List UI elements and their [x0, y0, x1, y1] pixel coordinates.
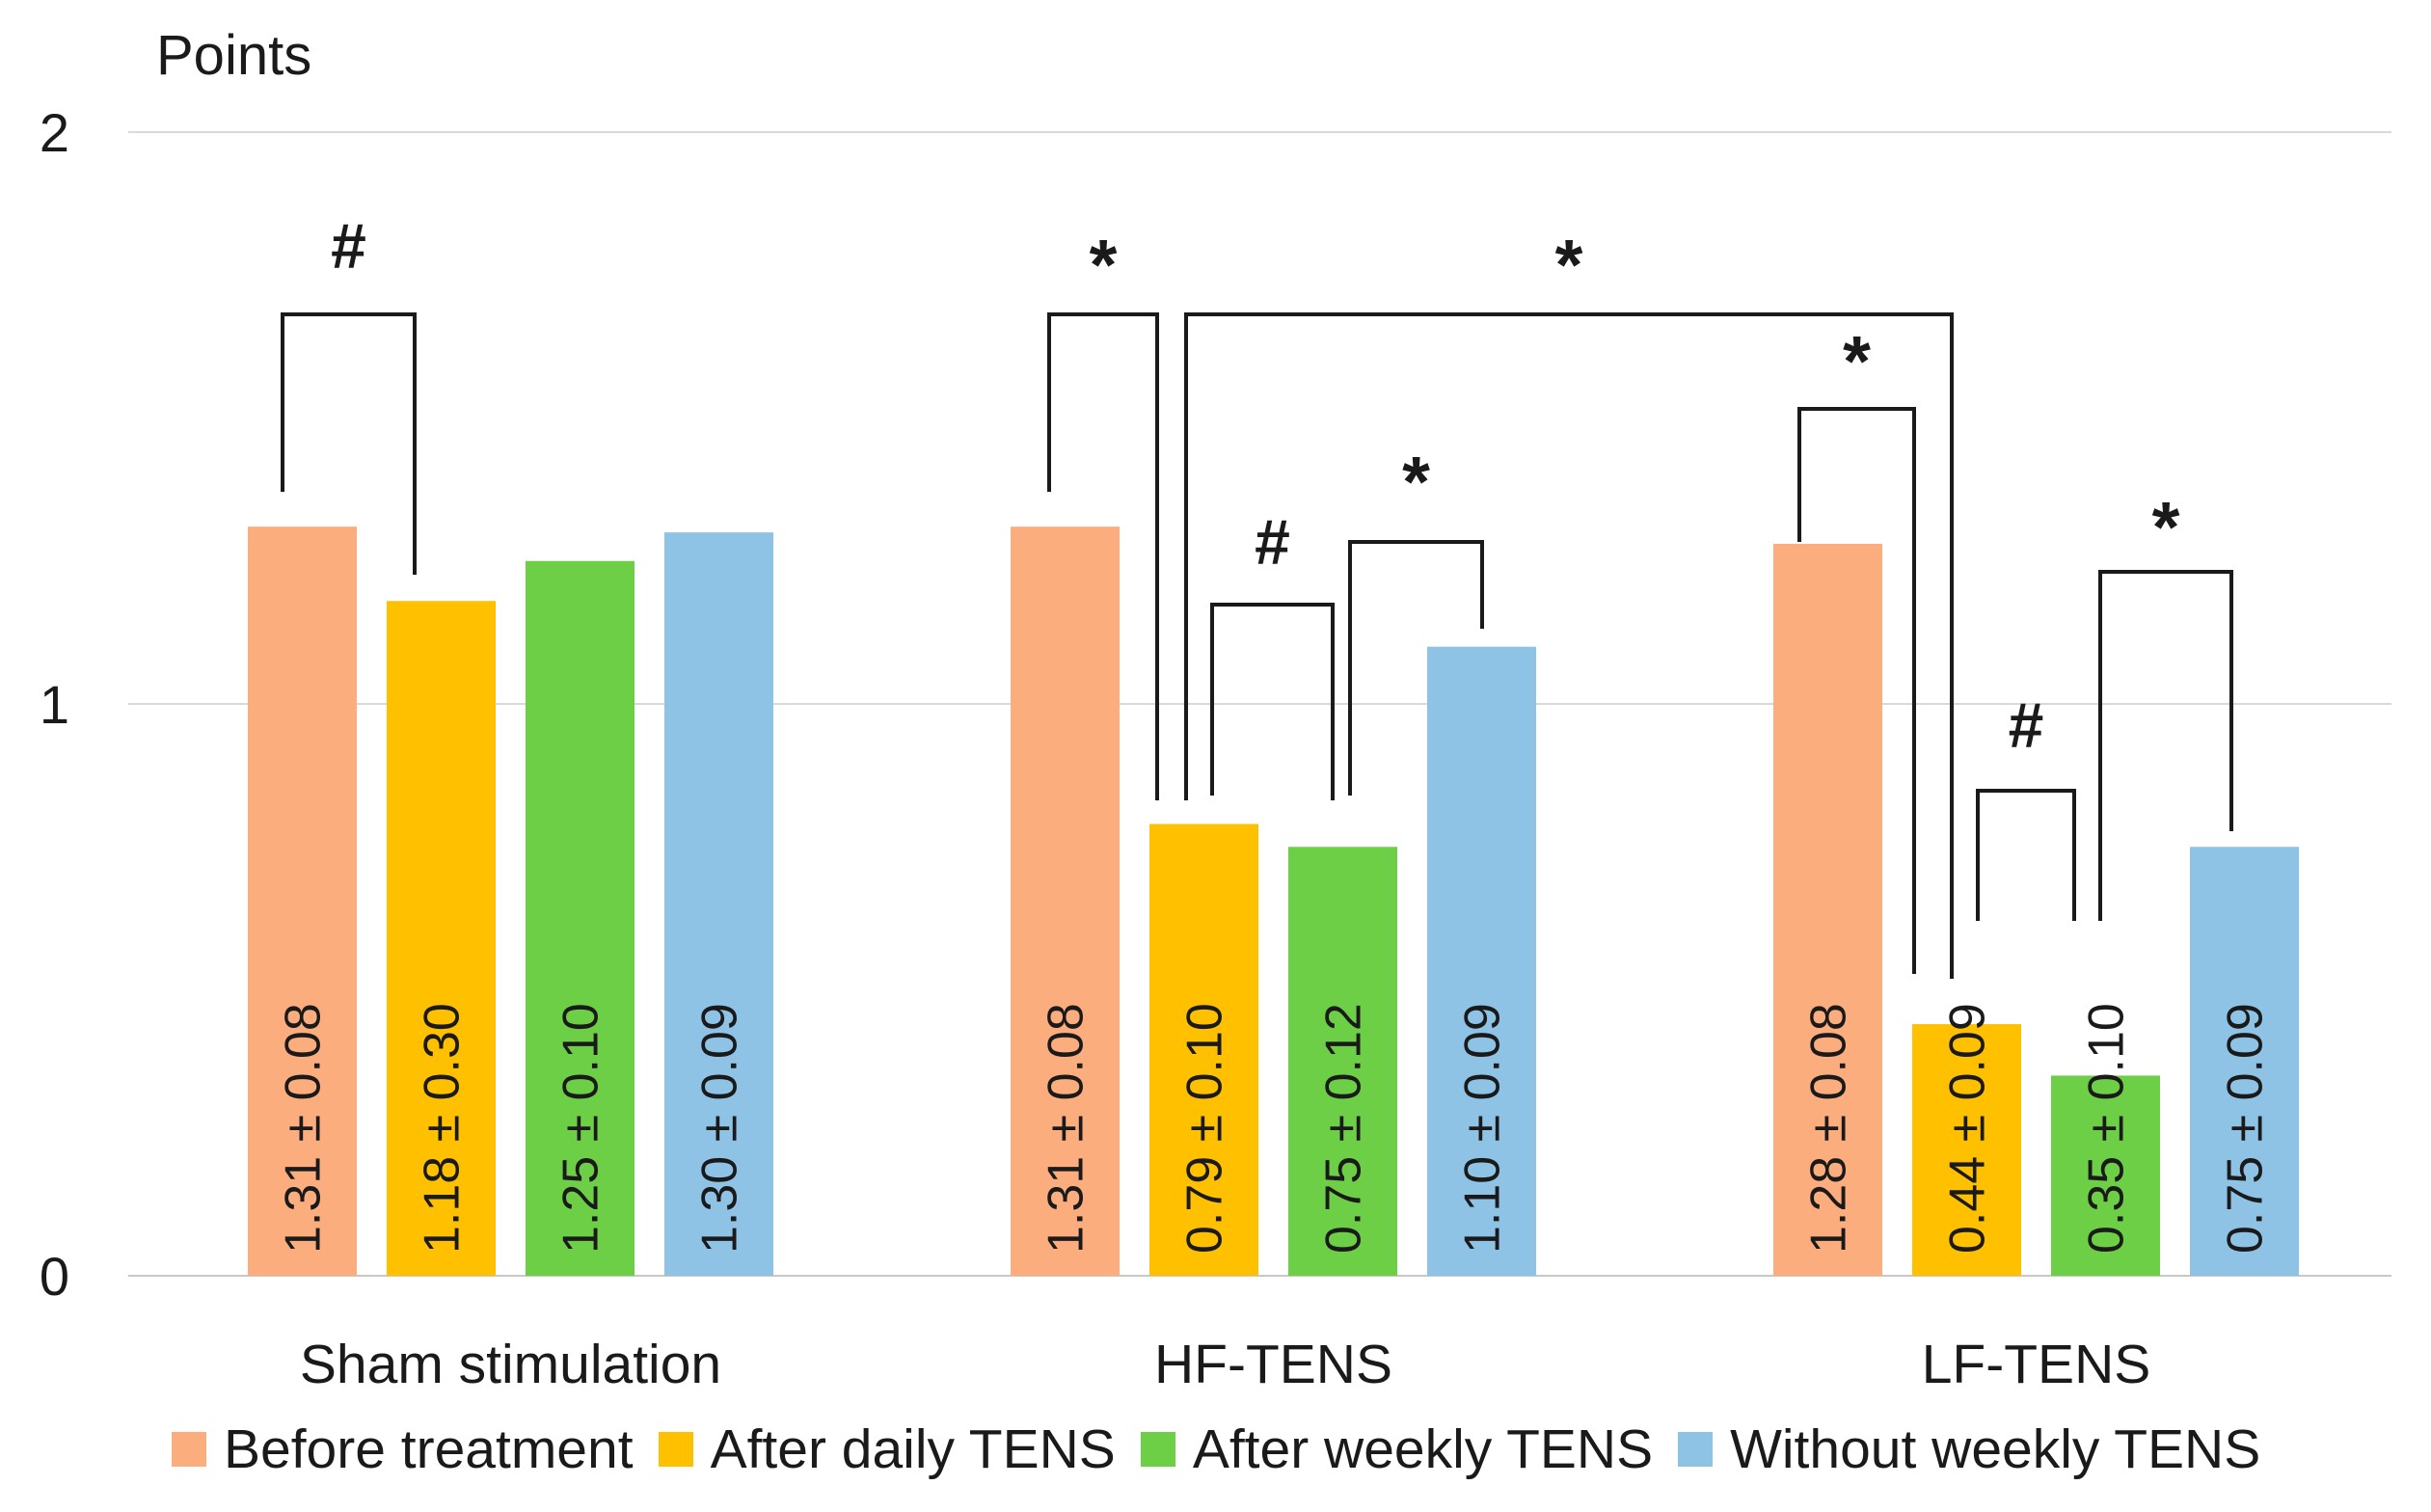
significance-bracket-7: [2098, 570, 2233, 921]
data-label-lf-tens-after-weekly-tens: 0.35 ± 0.10: [2079, 1003, 2135, 1254]
category-label-sham-stimulation: Sham stimulation: [300, 1334, 721, 1395]
bar-lf-tens-before-treatment: [1773, 543, 1882, 1276]
significance-bracket-2: [1047, 312, 1159, 800]
significance-mark-1: #: [331, 210, 366, 282]
legend-item-after-daily-tens: After daily TENS: [658, 1418, 1116, 1481]
bar-hf-tens-after-daily-tens: [1149, 824, 1258, 1276]
data-label-hf-tens-before-treatment: 1.31 ± 0.08: [1039, 1003, 1094, 1254]
significance-bracket-3: [1210, 603, 1335, 800]
bar-sham-stimulation-after-weekly-tens: [526, 560, 635, 1276]
y-tick-label-0: 0: [40, 1246, 69, 1307]
significance-mark-8: *: [1555, 225, 1583, 305]
legend-swatch-after-daily-tens: [658, 1432, 693, 1467]
legend-label-before-treatment: Before treatment: [224, 1418, 634, 1480]
data-label-sham-stimulation-after-daily-tens: 1.18 ± 0.30: [415, 1003, 471, 1254]
significance-mark-3: #: [1255, 506, 1290, 578]
bar-sham-stimulation-before-treatment: [248, 526, 357, 1276]
legend-item-without-weekly-tens: Without weekly TENS: [1678, 1418, 2260, 1481]
significance-mark-2: *: [1090, 225, 1118, 305]
significance-mark-5: *: [1843, 321, 1871, 401]
data-label-lf-tens-before-treatment: 1.28 ± 0.08: [1801, 1003, 1857, 1254]
data-label-lf-tens-without-weekly-tens: 0.75 ± 0.09: [2218, 1003, 2274, 1254]
significance-bracket-4: [1348, 540, 1484, 796]
y-tick-label-2: 2: [40, 102, 69, 163]
data-label-hf-tens-without-weekly-tens: 1.10 ± 0.09: [1455, 1003, 1511, 1254]
bar-sham-stimulation-without-weekly-tens: [664, 532, 773, 1276]
category-label-hf-tens: HF-TENS: [1154, 1334, 1392, 1395]
legend-item-before-treatment: Before treatment: [172, 1418, 634, 1481]
significance-mark-4: *: [1402, 442, 1430, 522]
data-label-hf-tens-after-daily-tens: 0.79 ± 0.10: [1177, 1003, 1233, 1254]
legend-swatch-after-weekly-tens: [1140, 1432, 1175, 1467]
bar-lf-tens-after-weekly-tens: [2051, 1075, 2160, 1276]
bar-hf-tens-without-weekly-tens: [1427, 646, 1536, 1276]
data-label-lf-tens-after-daily-tens: 0.44 ± 0.09: [1940, 1003, 1996, 1254]
legend-item-after-weekly-tens: After weekly TENS: [1140, 1418, 1654, 1481]
data-label-sham-stimulation-before-treatment: 1.31 ± 0.08: [276, 1003, 332, 1254]
significance-bracket-1: [281, 312, 417, 575]
bar-lf-tens-after-daily-tens: [1912, 1024, 2021, 1276]
category-label-lf-tens: LF-TENS: [1922, 1334, 2151, 1395]
bar-sham-stimulation-after-daily-tens: [387, 601, 496, 1276]
legend-swatch-before-treatment: [172, 1432, 206, 1467]
legend-label-after-daily-tens: After daily TENS: [710, 1418, 1116, 1480]
significance-mark-7: *: [2152, 487, 2180, 567]
bar-lf-tens-without-weekly-tens: [2190, 847, 2299, 1276]
significance-bracket-6: [1976, 789, 2076, 921]
significance-mark-6: #: [2009, 689, 2044, 761]
y-tick-label-1: 1: [40, 674, 69, 735]
bar-hf-tens-after-weekly-tens: [1288, 847, 1397, 1276]
significance-bracket-5: [1797, 407, 1916, 974]
legend-swatch-without-weekly-tens: [1678, 1432, 1714, 1467]
y-axis-title: Points: [156, 24, 312, 87]
data-label-sham-stimulation-without-weekly-tens: 1.30 ± 0.09: [692, 1003, 748, 1254]
bar-hf-tens-before-treatment: [1011, 526, 1120, 1276]
legend: Before treatment After daily TENS After …: [172, 1418, 2285, 1481]
legend-label-without-weekly-tens: Without weekly TENS: [1730, 1418, 2261, 1480]
data-label-sham-stimulation-after-weekly-tens: 1.25 ± 0.10: [554, 1003, 609, 1254]
significance-bracket-8: [1184, 312, 1954, 979]
legend-label-after-weekly-tens: After weekly TENS: [1192, 1418, 1654, 1480]
data-label-hf-tens-after-weekly-tens: 0.75 ± 0.12: [1316, 1003, 1372, 1254]
